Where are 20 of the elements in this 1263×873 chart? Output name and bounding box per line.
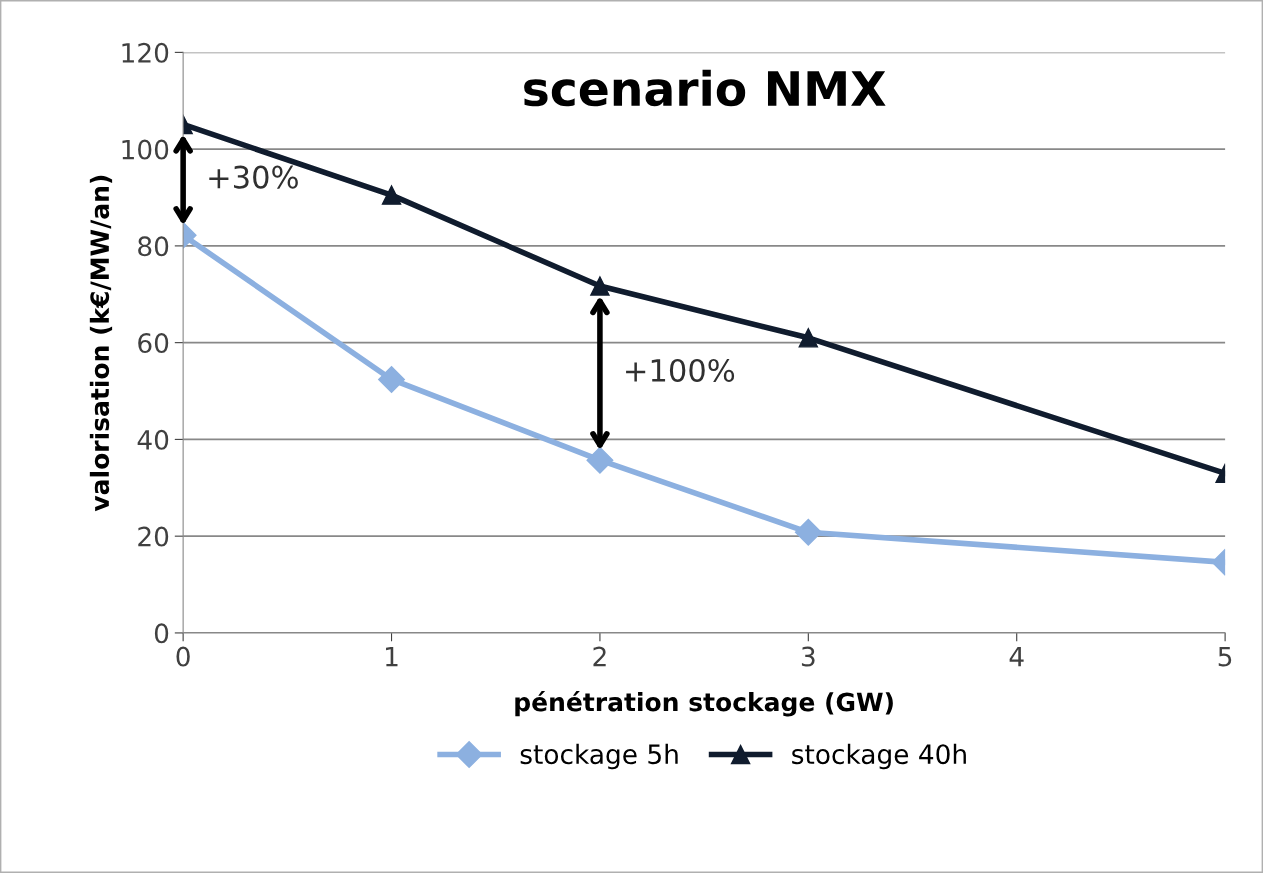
x-axis-title: pénétration stockage (GW)	[515, 691, 893, 717]
legend-label: stockage 40h	[792, 743, 966, 770]
legend-label: stockage 5h	[520, 743, 678, 770]
annotation: +100%	[626, 358, 735, 382]
x-tick-label: 0	[176, 646, 190, 667]
y-tick-label: 20	[138, 526, 169, 547]
y-tick-label: 60	[138, 333, 169, 354]
y-tick-label: 80	[138, 236, 169, 257]
y-tick-label: 0	[154, 623, 169, 644]
x-tick-label: 4	[1009, 646, 1024, 667]
y-tick-label: 100	[122, 139, 169, 160]
y-axis-title: valorisation (k€/MW/an)	[89, 175, 113, 512]
x-tick-label: 2	[593, 646, 606, 667]
x-tick-label: 1	[386, 646, 398, 667]
x-tick-label: 3	[801, 646, 815, 667]
y-tick-label: 40	[137, 429, 169, 450]
y-tick-label: 120	[122, 42, 169, 63]
annotation: +30%	[209, 165, 298, 189]
chart-title: scenario NMX	[524, 69, 886, 107]
x-tick-label: 5	[1218, 646, 1232, 667]
